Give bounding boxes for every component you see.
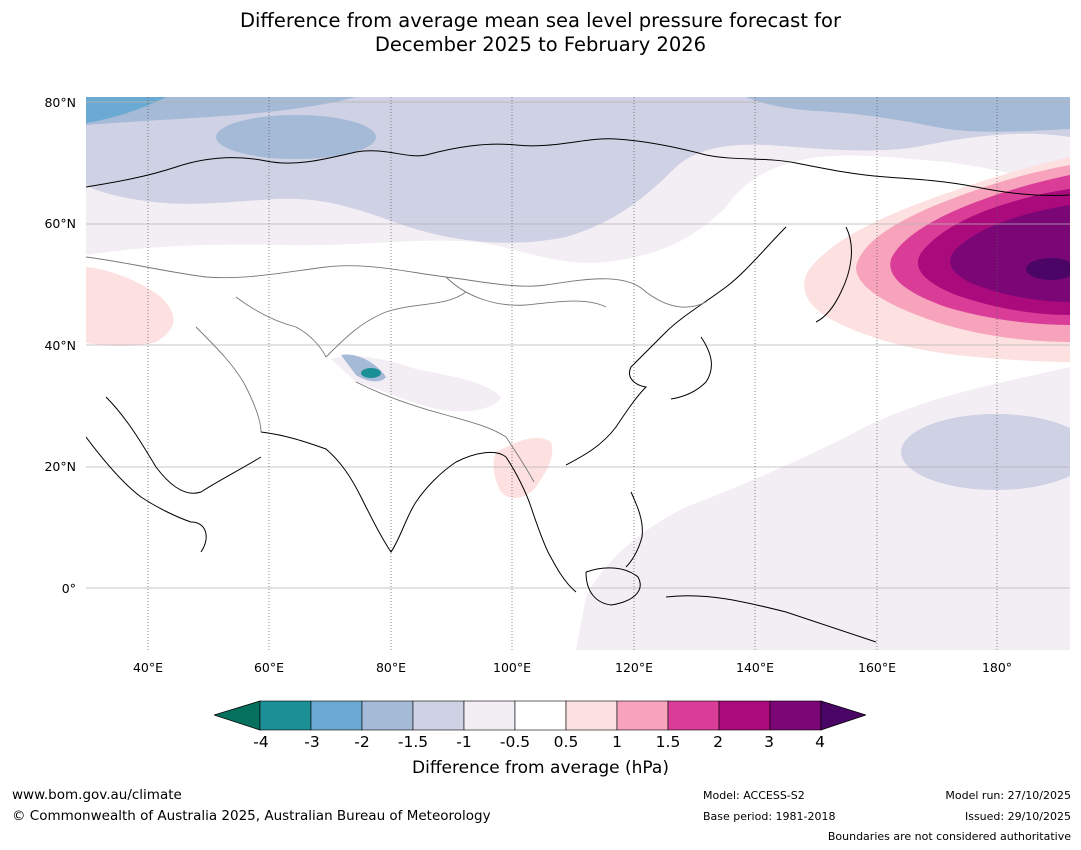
lat-label-equator: 0° [61, 581, 76, 596]
coastline-africa-horn [86, 436, 207, 553]
copyright-text: © Commonwealth of Australia 2025, Austra… [12, 808, 491, 824]
colorbar [214, 700, 866, 731]
colorbar-tick-neg2: -2 [354, 733, 370, 751]
colorbar-bin-neg1-neg05 [463, 700, 516, 731]
colorbar-extend-high [820, 700, 866, 731]
coastline-east-asia [565, 226, 787, 466]
lat-label-20n: 20°N [44, 459, 76, 474]
anomaly-neg-3-north [86, 97, 166, 123]
website-link[interactable]: www.bom.gov.au/climate [12, 787, 182, 803]
colorbar-bin-2-3 [718, 700, 771, 731]
title-line-2: December 2025 to February 2026 [374, 33, 707, 56]
model-run-text: Model run: 27/10/2025 [945, 789, 1071, 802]
coastline-arabia [105, 396, 262, 494]
lat-label-40n: 40°N [44, 338, 76, 353]
colorbar-bin-neg3-neg2 [310, 700, 363, 731]
lat-gridlines [86, 101, 1070, 589]
colorbar-tick-neg1: -1 [456, 733, 472, 751]
colorbar-tick-neg05: -0.5 [499, 733, 531, 751]
anomaly-pos-4-npacific [1026, 258, 1070, 280]
pressure-anomaly-map[interactable] [86, 97, 1070, 650]
base-period-text: Base period: 1981-2018 [703, 810, 836, 823]
lon-label-180: 180° [981, 660, 1013, 675]
colorbar-tick-3: 3 [764, 733, 774, 751]
boundaries-note: Boundaries are not considered authoritat… [827, 830, 1071, 843]
border-indochina [505, 436, 535, 483]
lon-label-160e: 160°E [857, 660, 897, 675]
border-china-west [325, 291, 467, 358]
colorbar-bin-neg4-neg3 [259, 700, 312, 731]
coastline-japan [670, 336, 712, 400]
border-russia-south [86, 256, 707, 308]
border-central-asia [235, 296, 327, 358]
colorbar-tick-05: 0.5 [553, 733, 579, 751]
coastline-kamchatka [815, 226, 852, 323]
anomaly-pos-05-indochina [493, 437, 553, 499]
lat-label-60n: 60°N [44, 216, 76, 231]
colorbar-tick-neg15: -1.5 [397, 733, 429, 751]
lon-gridlines [147, 97, 998, 650]
model-text: Model: ACCESS-S2 [703, 789, 805, 802]
lon-label-120e: 120°E [614, 660, 654, 675]
colorbar-tick-2: 2 [713, 733, 723, 751]
coastline-philippines [625, 491, 643, 568]
lon-label-140e: 140°E [735, 660, 775, 675]
colorbar-label: Difference from average (hPa) [412, 758, 669, 778]
border-iran [195, 326, 262, 433]
national-borders [86, 256, 707, 483]
anomaly-neg-15-barents [216, 115, 376, 159]
colorbar-bin-neg15-neg1 [412, 700, 465, 731]
colorbar-tick-1: 1 [612, 733, 622, 751]
colorbar-tick-4: 4 [815, 733, 825, 751]
anomaly-pos-05-europe [86, 267, 174, 346]
colorbar-bin-05-1 [565, 700, 618, 731]
colorbar-bin-1-15 [616, 700, 669, 731]
anomaly-neg-2-north [86, 97, 356, 125]
border-himalaya [355, 381, 507, 438]
colorbar-tick-neg4: -4 [253, 733, 269, 751]
colorbar-bin-15-2 [667, 700, 720, 731]
colorbar-extend-low [214, 700, 261, 731]
coastline-new-guinea [665, 595, 877, 643]
anomaly-neg-15-north [86, 97, 1070, 132]
lon-label-60e: 60°E [253, 660, 285, 675]
colorbar-bin-neg05-05 [514, 700, 567, 731]
colorbar-tick-neg3: -3 [304, 733, 320, 751]
border-mongolia [445, 276, 607, 308]
lat-label-80n: 80°N [44, 95, 76, 110]
coastline-india [260, 431, 507, 553]
map-panel[interactable] [86, 97, 1070, 650]
chart-title: Difference from average mean sea level p… [0, 9, 1081, 57]
lon-label-80e: 80°E [375, 660, 407, 675]
lon-label-40e: 40°E [132, 660, 164, 675]
lon-label-100e: 100°E [492, 660, 532, 675]
anomaly-neg-1-pacific [901, 414, 1070, 490]
anomaly-neg-3-karakoram [361, 368, 381, 378]
coastline-se-asia [505, 456, 577, 593]
colorbar-bin-3-4 [769, 700, 822, 731]
colorbar-bin-neg2-neg15 [361, 700, 414, 731]
colorbar-tick-15: 1.5 [655, 733, 681, 751]
coastline-borneo [585, 567, 641, 606]
coastline-arctic-russia [86, 138, 1070, 197]
title-line-1: Difference from average mean sea level p… [240, 9, 841, 32]
coastlines [86, 138, 1070, 643]
issued-text: Issued: 29/10/2025 [964, 810, 1071, 823]
